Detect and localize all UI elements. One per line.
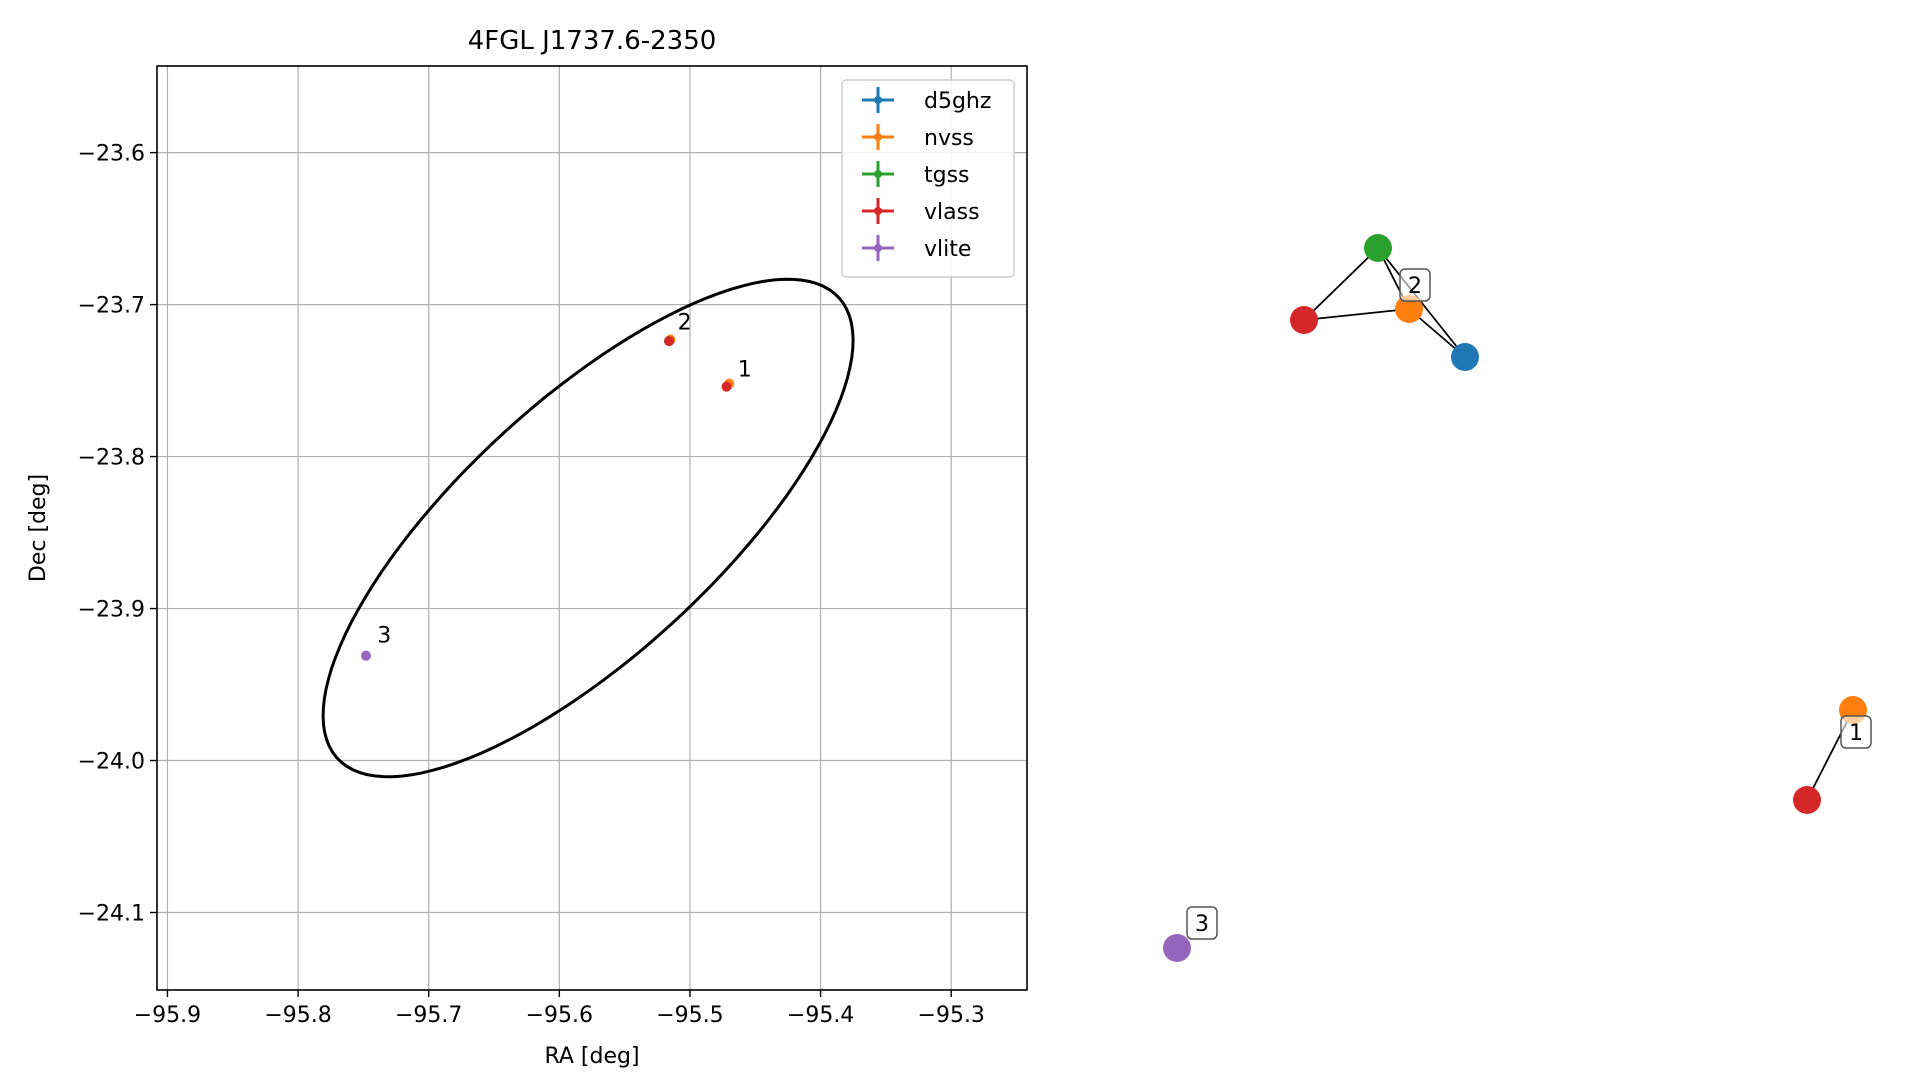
legend-label: vlite — [924, 237, 971, 262]
x-axis-label: RA [deg] — [544, 1044, 639, 1069]
label-text: 1 — [1849, 721, 1863, 746]
point-annotations: 1 2 3 — [377, 310, 752, 648]
graph-node-vlass-1 — [1793, 786, 1821, 814]
y-tick-label: −23.8 — [78, 446, 145, 471]
label-text: 3 — [1195, 912, 1209, 937]
legend-entry-vlass: vlass — [862, 198, 980, 225]
graph-labels: 2 1 3 — [1186, 268, 1872, 940]
legend-label: vlass — [924, 200, 980, 225]
label-text: 2 — [1408, 274, 1422, 299]
legend-entry-tgss: tgss — [862, 161, 970, 188]
label-box — [1399, 268, 1431, 302]
legend-box — [841, 79, 1015, 278]
match-graph: 2 1 3 — [1163, 234, 1872, 962]
y-tick-label: −23.6 — [78, 142, 145, 167]
label-box — [1186, 906, 1218, 940]
plot-frame — [156, 65, 1028, 991]
point-vlass — [721, 381, 732, 392]
graph-node-label: 2 — [1399, 268, 1431, 302]
legend-marker — [874, 96, 882, 104]
graph-node-label: 1 — [1840, 715, 1872, 749]
x-tick-label: −95.6 — [526, 1003, 593, 1028]
chart-title: 4FGL J1737.6-2350 — [468, 26, 717, 56]
legend-marker — [874, 133, 882, 141]
point-vlite — [361, 650, 372, 661]
point-annotation: 3 — [377, 624, 391, 649]
legend-label: tgss — [924, 163, 970, 188]
label-box — [1840, 715, 1872, 749]
y-axis-label: Dec [deg] — [26, 474, 51, 582]
legend: d5ghz nvss tgss vlass vlite — [841, 79, 1015, 278]
y-tick-label: −24.1 — [78, 901, 145, 926]
x-tick-label: −95.3 — [918, 1003, 985, 1028]
x-tick-label: −95.8 — [264, 1003, 331, 1028]
point-annotation: 1 — [738, 358, 752, 383]
grid — [157, 66, 1027, 990]
graph-edge — [1303, 247, 1379, 321]
y-tick-label: −23.9 — [78, 598, 145, 623]
localization-ellipse-layer — [321, 277, 855, 779]
graph-node-tgss-2 — [1364, 234, 1392, 262]
legend-entry-d5ghz: d5ghz — [862, 87, 991, 114]
x-tick-label: −95.9 — [134, 1003, 201, 1028]
legend-label: nvss — [924, 126, 974, 151]
legend-marker — [874, 207, 882, 215]
source-points — [361, 334, 735, 661]
graph-node-vlite-3 — [1163, 934, 1191, 962]
graph-nodes — [1163, 234, 1867, 962]
x-tick-label: −95.7 — [395, 1003, 462, 1028]
y-ticks: −23.6 −23.7 −23.8 −23.9 −24.0 −24.1 — [78, 142, 157, 926]
graph-node-d5ghz-2 — [1451, 343, 1479, 371]
legend-label: d5ghz — [924, 89, 991, 114]
x-ticks: −95.9 −95.8 −95.7 −95.6 −95.5 −95.4 −95.3 — [134, 990, 985, 1028]
graph-edge — [1377, 247, 1466, 358]
y-tick-label: −24.0 — [78, 750, 145, 775]
graph-node-label: 3 — [1186, 906, 1218, 940]
sky-plot: 123 −95.9 −95.8 −95.7 −95.6 −95.5 −95.4 −95.3 … — [26, 26, 1028, 1069]
legend-entry-vlite: vlite — [862, 235, 971, 262]
graph-node-vlass-2 — [1290, 306, 1318, 334]
graph-edge — [1303, 308, 1410, 321]
graph-node-nvss-2 — [1395, 295, 1423, 323]
legend-marker — [874, 170, 882, 178]
legend-entry-nvss: nvss — [862, 124, 974, 151]
point-vlass — [664, 336, 675, 347]
legend-marker — [874, 244, 882, 252]
x-tick-label: −95.4 — [787, 1003, 854, 1028]
x-tick-label: −95.5 — [656, 1003, 723, 1028]
point-annotation: 2 — [678, 310, 692, 335]
localization-ellipse — [321, 277, 855, 779]
y-tick-label: −23.7 — [78, 294, 145, 319]
